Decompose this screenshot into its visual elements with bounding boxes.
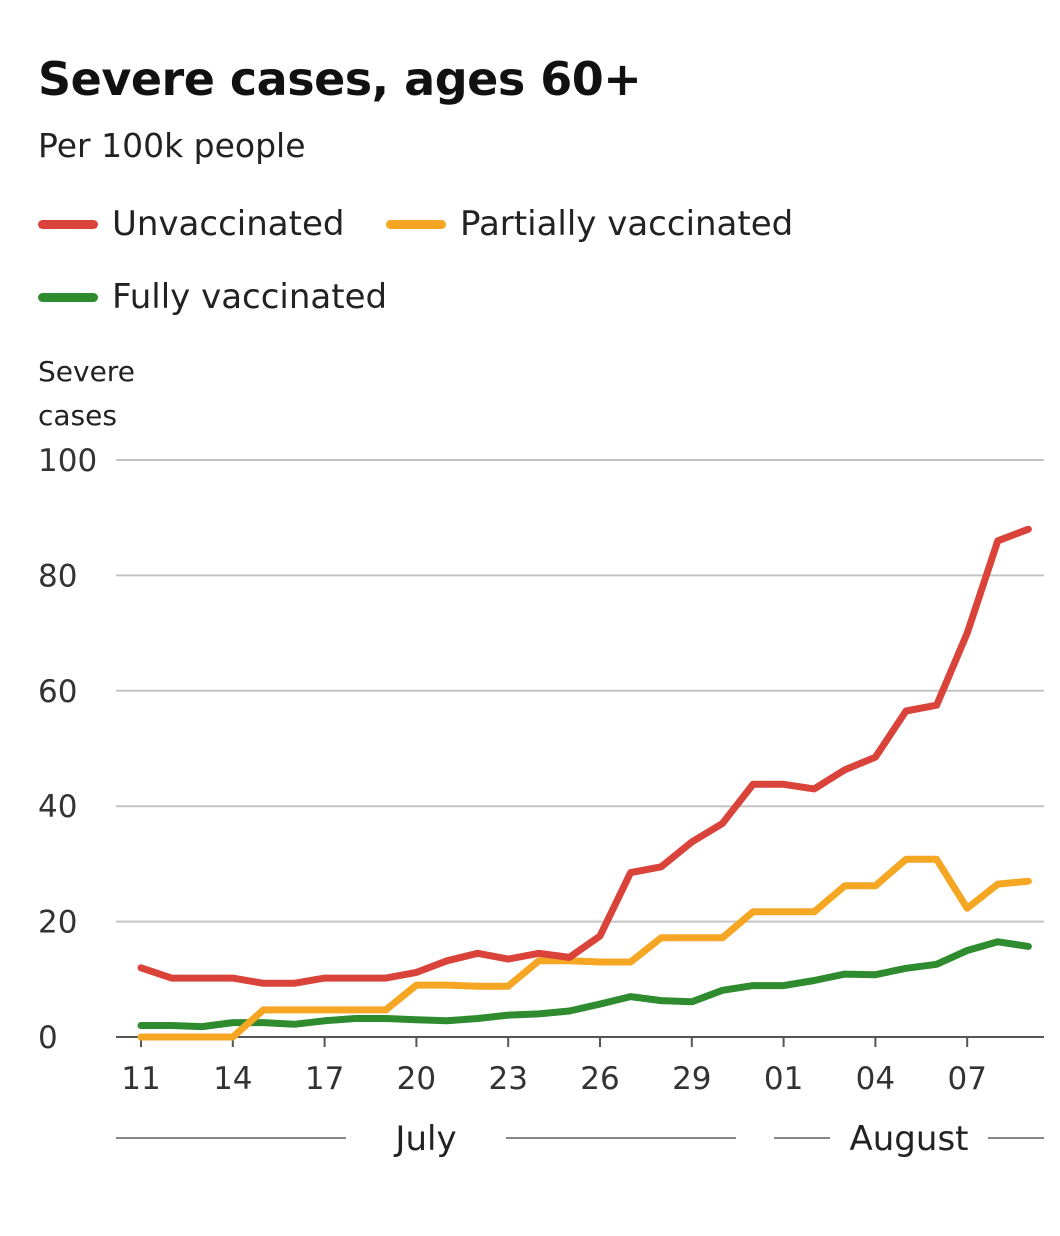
legend-swatch-unvaccinated [38, 219, 98, 229]
series-line-partially-vaccinated [137, 855, 1032, 1041]
legend-item-unvaccinated: Unvaccinated [38, 204, 344, 244]
x-tick-label-26: 26 [580, 1061, 619, 1097]
x-tick-label-23: 23 [488, 1061, 527, 1097]
month-label-august: August [850, 1119, 969, 1159]
series-line-fully-vaccinated [137, 938, 1032, 1031]
month-label-july: July [393, 1119, 456, 1159]
legend-item-partially-vaccinated: Partially vaccinated [386, 204, 793, 244]
x-tick-label-17: 17 [305, 1061, 344, 1097]
x-tick-label-04: 04 [856, 1061, 895, 1097]
x-tick-label-01: 01 [764, 1061, 803, 1097]
x-tick-label-29: 29 [672, 1061, 711, 1097]
chart-subtitle: Per 100k people [38, 126, 306, 165]
legend-swatch-partially-vaccinated [386, 219, 446, 229]
chart-title: Severe cases, ages 60+ [38, 52, 642, 106]
legend-label-unvaccinated: Unvaccinated [112, 204, 345, 244]
y-tick-label-60: 60 [38, 674, 77, 710]
y-tick-label-40: 40 [38, 789, 77, 825]
y-tick-label-20: 20 [38, 905, 77, 941]
x-tick-label-14: 14 [213, 1061, 252, 1097]
y-tick-label-100: 100 [38, 443, 97, 479]
x-tick-label-20: 20 [397, 1061, 436, 1097]
legend-label-partially-vaccinated: Partially vaccinated [460, 204, 794, 244]
y-tick-label-0: 0 [38, 1020, 58, 1056]
y-axis-label: Severe cases [38, 355, 135, 432]
legend-label-fully-vaccinated: Fully vaccinated [112, 277, 388, 317]
y-tick-label-80: 80 [38, 558, 77, 594]
x-tick-label-07: 07 [947, 1061, 986, 1097]
legend-swatch-fully-vaccinated [38, 292, 98, 302]
legend-item-fully-vaccinated: Fully vaccinated [38, 277, 387, 317]
x-tick-label-11: 11 [121, 1061, 160, 1097]
series-line-unvaccinated [137, 525, 1032, 987]
